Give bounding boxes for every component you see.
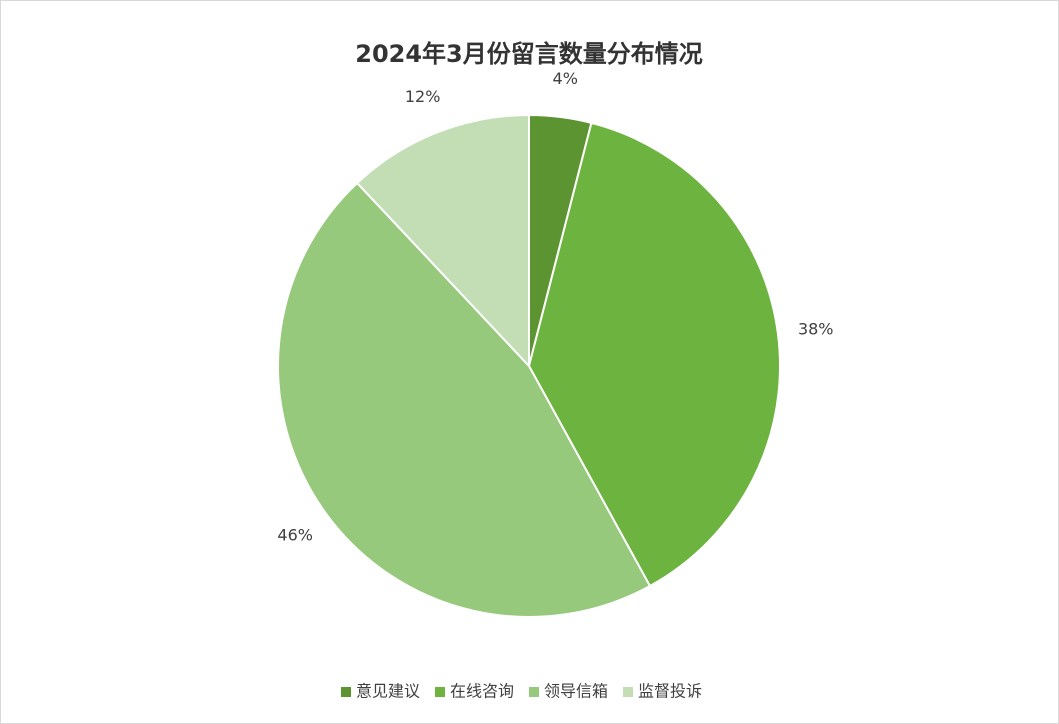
legend-label: 监督投诉 xyxy=(638,682,702,701)
data-label: 46% xyxy=(277,525,313,544)
legend-swatch xyxy=(623,687,633,697)
pie-slice xyxy=(277,181,652,618)
legend-swatch xyxy=(529,687,539,697)
legend-label: 在线咨询 xyxy=(450,682,514,701)
pie-slice xyxy=(355,113,530,369)
data-label: 4% xyxy=(553,69,578,88)
legend-label: 意见建议 xyxy=(356,682,420,701)
legend-swatch xyxy=(435,687,445,697)
legend-swatch xyxy=(341,687,351,697)
legend-label: 领导信箱 xyxy=(544,682,608,701)
data-label: 38% xyxy=(798,319,834,338)
data-label: 12% xyxy=(405,87,441,106)
pie-slice xyxy=(527,121,781,588)
chart-title: 2024年3月份留言数量分布情况 xyxy=(355,40,703,68)
